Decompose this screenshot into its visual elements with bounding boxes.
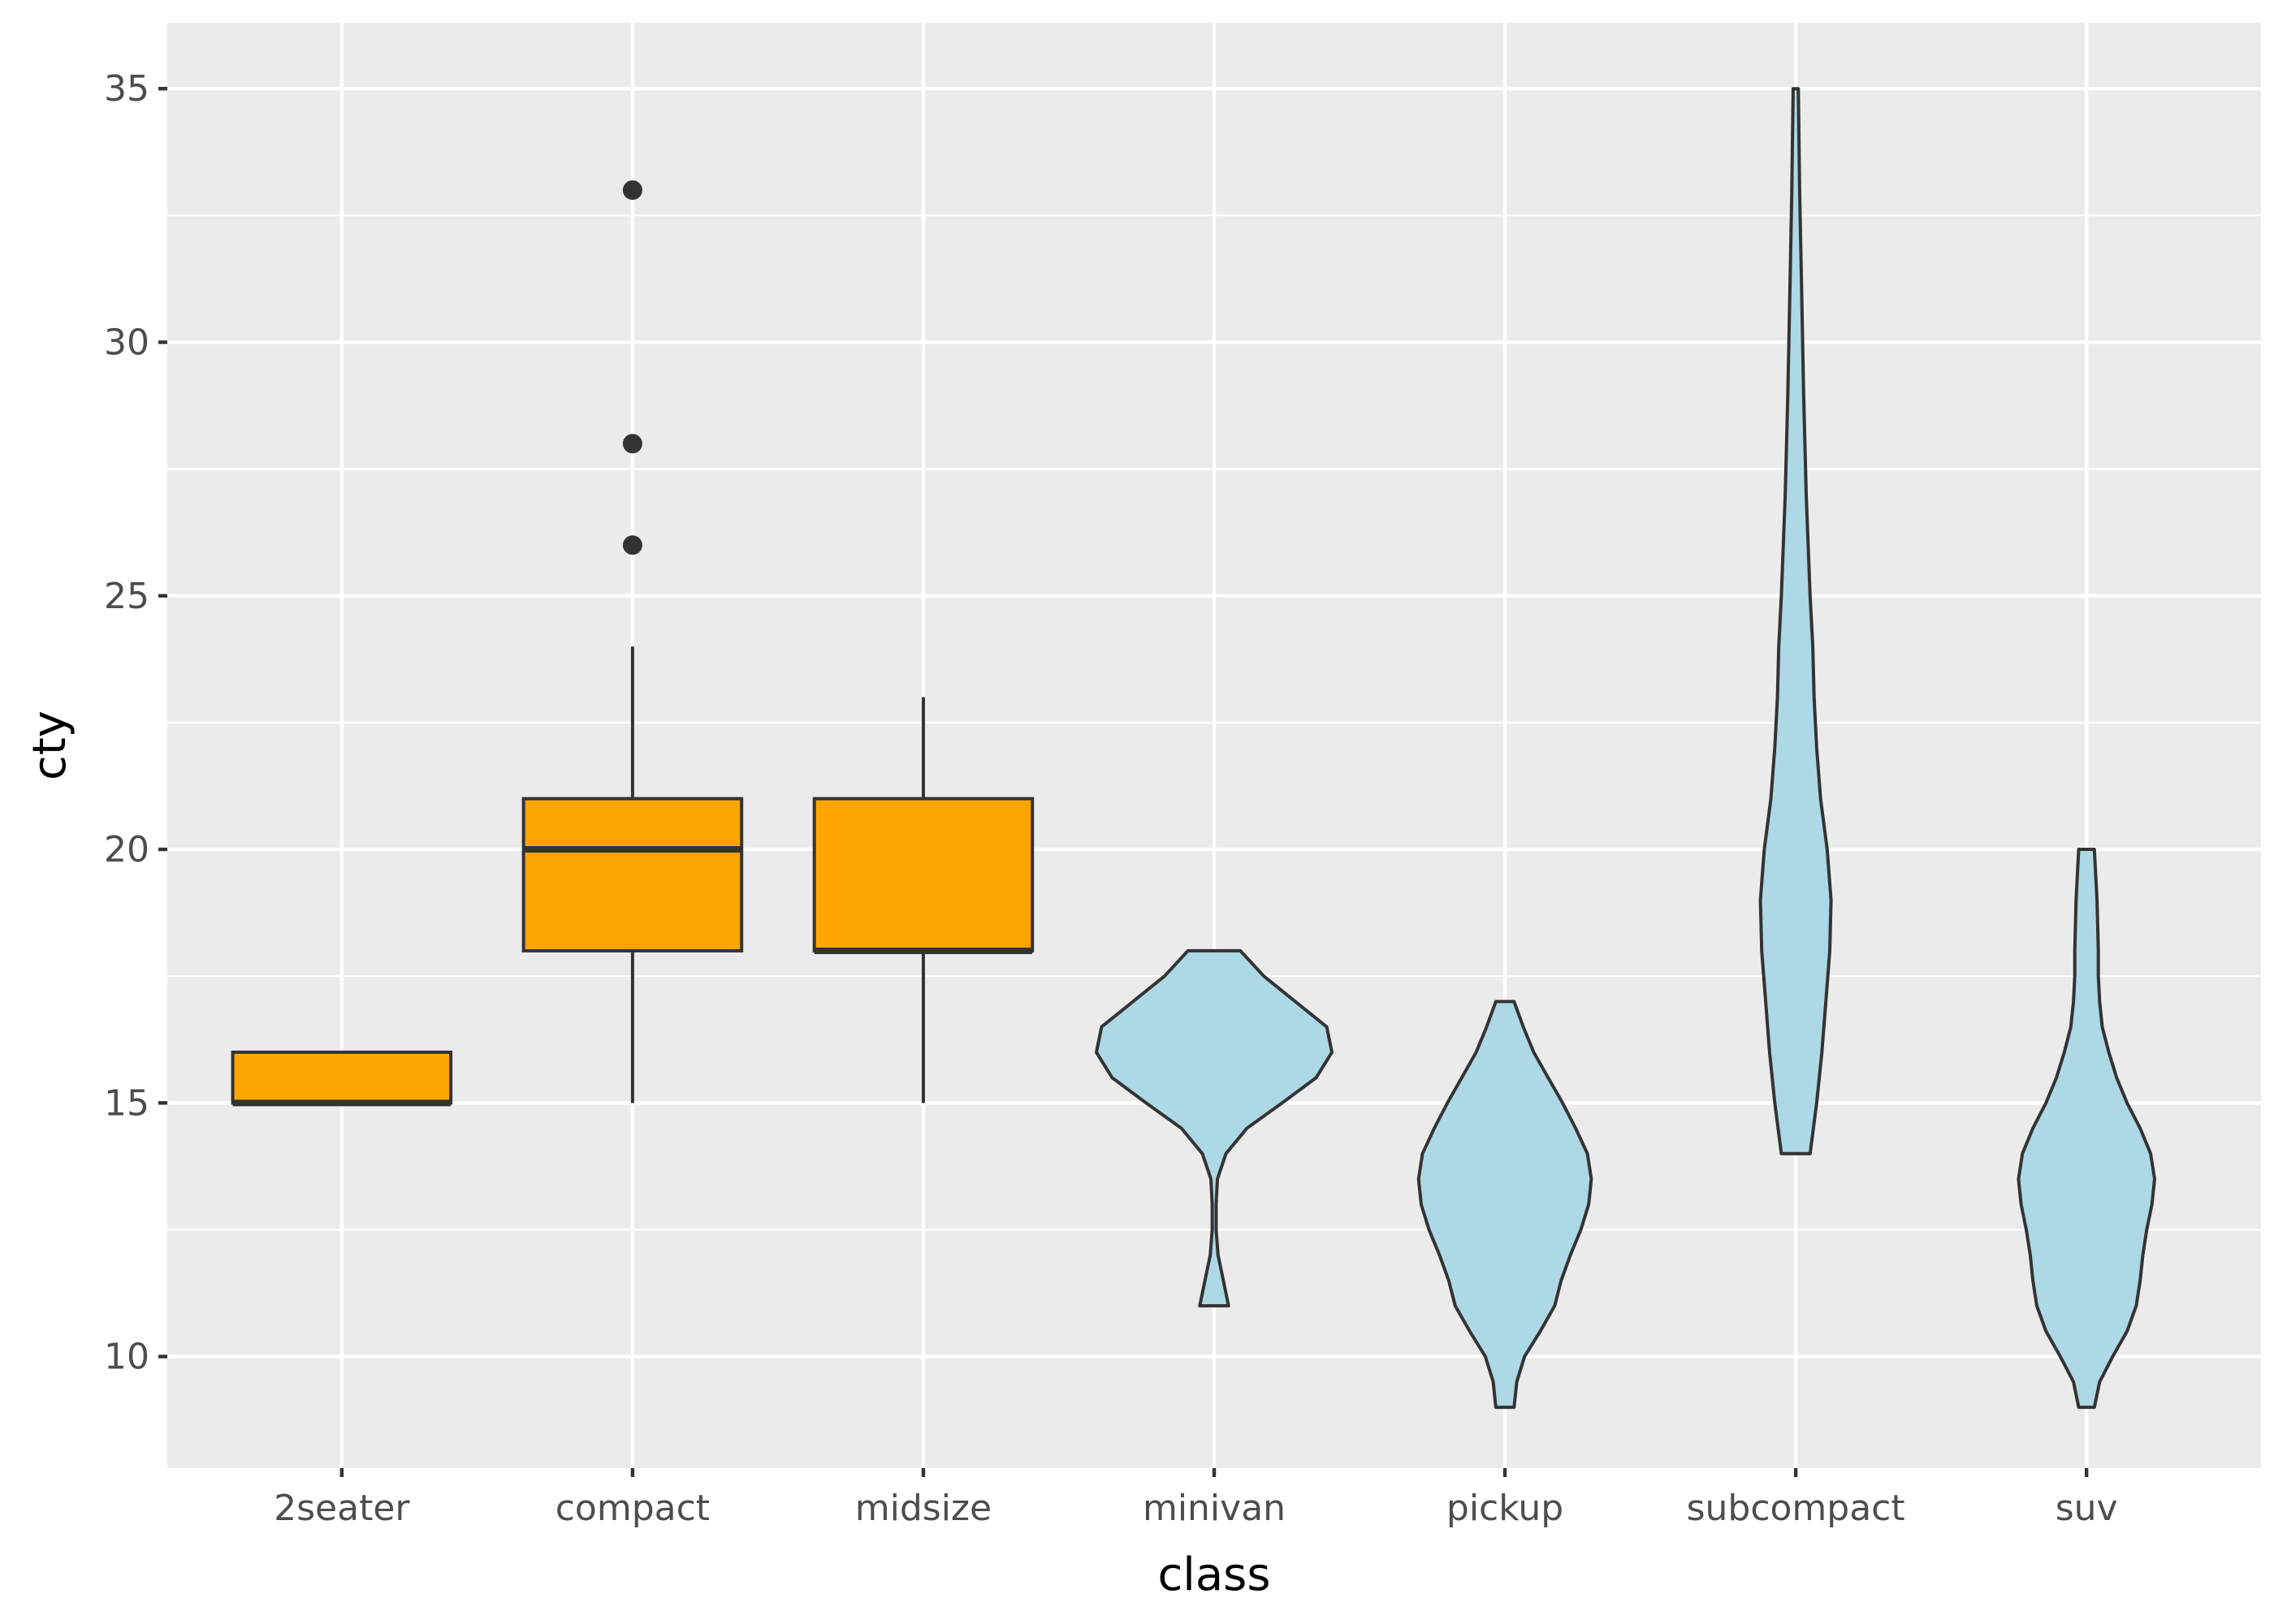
x-tick-label: 2seater xyxy=(274,1488,410,1529)
boxplot-midsize xyxy=(812,697,1035,1104)
x-tick-label: suv xyxy=(2056,1488,2118,1529)
violin-pickup xyxy=(1416,1000,1593,1410)
boxplot-box xyxy=(231,1050,453,1105)
y-tick-label: 30 xyxy=(104,322,149,363)
violin-suv xyxy=(2017,848,2156,1410)
y-tick-label: 25 xyxy=(104,576,149,617)
boxplot-compact xyxy=(521,180,744,1104)
x-tick-label: compact xyxy=(556,1488,710,1529)
marks xyxy=(231,87,2156,1410)
x-tick-label: subcompact xyxy=(1687,1488,1905,1529)
boxplot-box xyxy=(812,797,1035,952)
violin-subcompact xyxy=(1758,87,1833,1155)
y-axis-title: cty xyxy=(24,710,76,780)
boxplot-outlier xyxy=(622,180,642,201)
x-tick-label: midsize xyxy=(855,1488,992,1529)
y-tick-label: 20 xyxy=(104,829,149,870)
boxplot-box xyxy=(521,797,744,952)
y-tick-label: 35 xyxy=(104,68,149,110)
boxplot-outlier xyxy=(622,535,642,555)
y-tick-label: 15 xyxy=(104,1082,149,1124)
x-tick-label: minivan xyxy=(1143,1488,1286,1529)
x-axis-title: class xyxy=(1157,1548,1270,1601)
boxplot-2seater xyxy=(231,1050,453,1107)
x-tick-label: pickup xyxy=(1446,1488,1563,1529)
y-tick-label: 10 xyxy=(104,1337,149,1378)
axes: 10 15 20 25 30 35 2seater compact midsize minivan… xyxy=(104,68,2118,1529)
violin-minivan xyxy=(1095,948,1334,1308)
boxplot-outlier xyxy=(622,434,642,454)
